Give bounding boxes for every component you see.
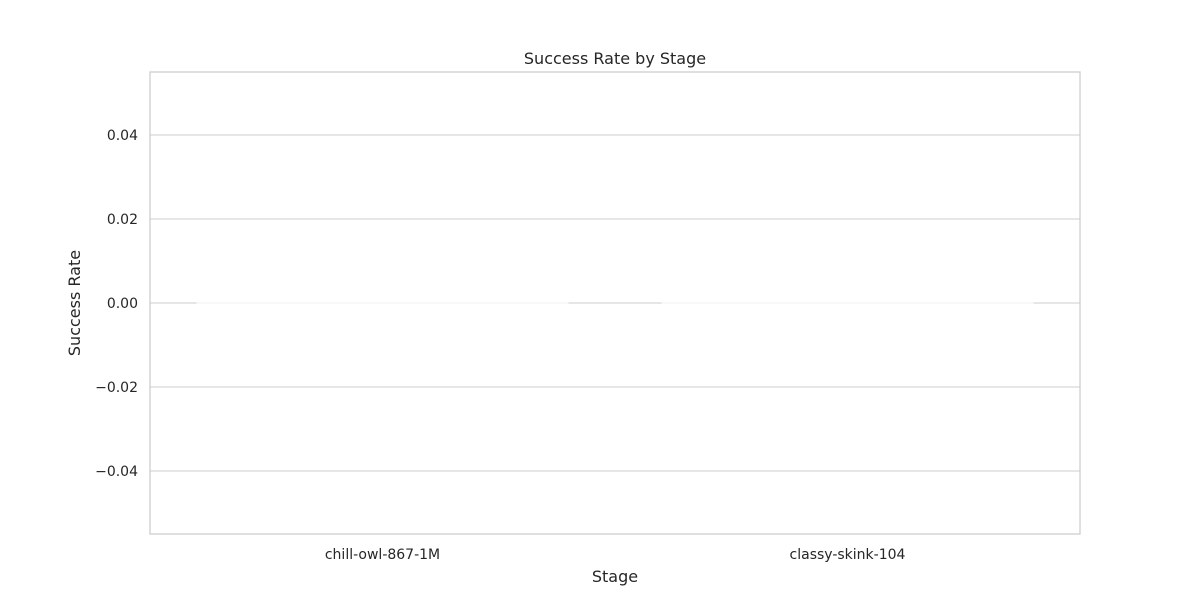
y-axis-label: Success Rate	[65, 250, 84, 356]
y-tick-label: −0.04	[95, 464, 138, 480]
x-tick-label: classy-skink-104	[790, 547, 906, 563]
chart-title: Success Rate by Stage	[524, 49, 706, 68]
x-tick-label: chill-owl-867-1M	[325, 547, 440, 563]
y-tick-label: 0.04	[107, 128, 138, 144]
bar	[661, 302, 1034, 304]
bars	[196, 302, 1034, 304]
y-tick-label: 0.02	[107, 212, 138, 228]
y-tick-label: −0.02	[95, 380, 138, 396]
y-tick-label: 0.00	[107, 296, 138, 312]
bar	[196, 302, 569, 304]
x-axis-label: Stage	[592, 567, 638, 586]
plot-frame	[149, 71, 1081, 535]
y-tick-labels: 0.04 0.02 0.00 −0.02 −0.04	[95, 128, 138, 480]
x-tick-labels: chill-owl-867-1M classy-skink-104	[325, 547, 906, 563]
